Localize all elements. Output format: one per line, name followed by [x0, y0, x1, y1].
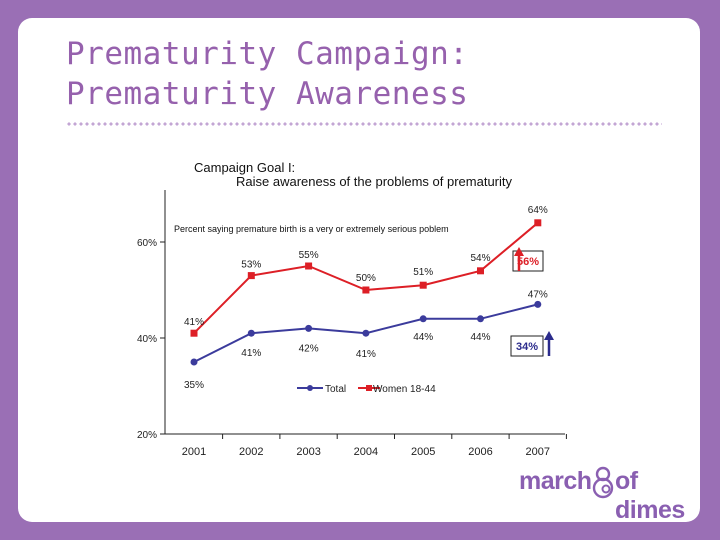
data-label: 64% — [528, 205, 548, 216]
logo-mark-icon — [592, 466, 614, 499]
x-tick-label: 2004 — [354, 446, 378, 458]
y-tick-label: 20% — [137, 430, 157, 441]
callout-box — [510, 335, 544, 357]
data-label: 41% — [184, 317, 204, 328]
data-point — [362, 329, 370, 337]
callout-arrow-up-icon — [514, 247, 524, 256]
callout-label: 34% — [516, 341, 538, 353]
slide: Prematurity Campaign: Prematurity Awaren… — [18, 18, 700, 524]
callout-arrow-up-icon — [544, 331, 554, 340]
title-line-1: Prematurity Campaign: — [66, 36, 469, 72]
data-point — [419, 281, 427, 289]
data-point — [247, 272, 255, 280]
data-point — [247, 329, 255, 337]
data-point — [190, 329, 198, 337]
y-tick-label: 60% — [137, 238, 157, 249]
legend-marker-total — [307, 385, 313, 391]
logo-word-of-dimes: of dimes — [615, 467, 685, 524]
legend-marker-women — [366, 385, 372, 391]
data-point — [419, 315, 427, 323]
data-label: 55% — [299, 250, 319, 261]
data-point — [362, 286, 370, 294]
data-point — [305, 324, 313, 332]
data-label: 35% — [184, 380, 204, 391]
legend-label-women: Women 18-44 — [373, 384, 436, 395]
data-point — [190, 358, 198, 366]
x-tick-label: 2006 — [468, 446, 492, 458]
data-label: 41% — [241, 348, 261, 359]
chart-subtitle: Raise awareness of the problems of prema… — [236, 174, 513, 189]
data-point — [477, 315, 484, 323]
logo-word-march: march — [519, 467, 592, 495]
data-point — [534, 300, 542, 308]
legend-label-total: Total — [325, 384, 346, 395]
slide-title: Prematurity Campaign: Prematurity Awaren… — [66, 34, 686, 114]
x-tick-label: 2001 — [182, 446, 206, 458]
x-tick-label: 2005 — [411, 446, 435, 458]
data-label: 42% — [299, 343, 319, 354]
march-of-dimes-logo: march of dimes — [519, 464, 689, 524]
dotted-divider — [66, 122, 662, 126]
data-point — [477, 267, 484, 275]
data-label: 44% — [470, 332, 490, 343]
data-label: 50% — [356, 273, 376, 284]
title-line-2: Prematurity Awareness — [66, 76, 469, 112]
x-tick-label: 2007 — [526, 446, 550, 458]
y-tick-label: 40% — [137, 334, 157, 345]
data-point — [534, 219, 542, 227]
data-label: 54% — [470, 253, 490, 264]
data-label: 41% — [356, 349, 376, 360]
chart-title: Campaign Goal I: — [194, 160, 295, 175]
data-label: 53% — [241, 260, 261, 271]
callout-box — [512, 250, 544, 272]
callout-label: 56% — [517, 256, 539, 268]
x-tick-label: 2003 — [296, 446, 320, 458]
data-label: 44% — [413, 332, 433, 343]
data-point — [305, 262, 313, 270]
data-label: 47% — [528, 289, 548, 300]
chart-annotation: Percent saying premature birth is a very… — [174, 224, 449, 234]
data-label: 51% — [413, 267, 433, 278]
x-tick-label: 2002 — [239, 446, 263, 458]
